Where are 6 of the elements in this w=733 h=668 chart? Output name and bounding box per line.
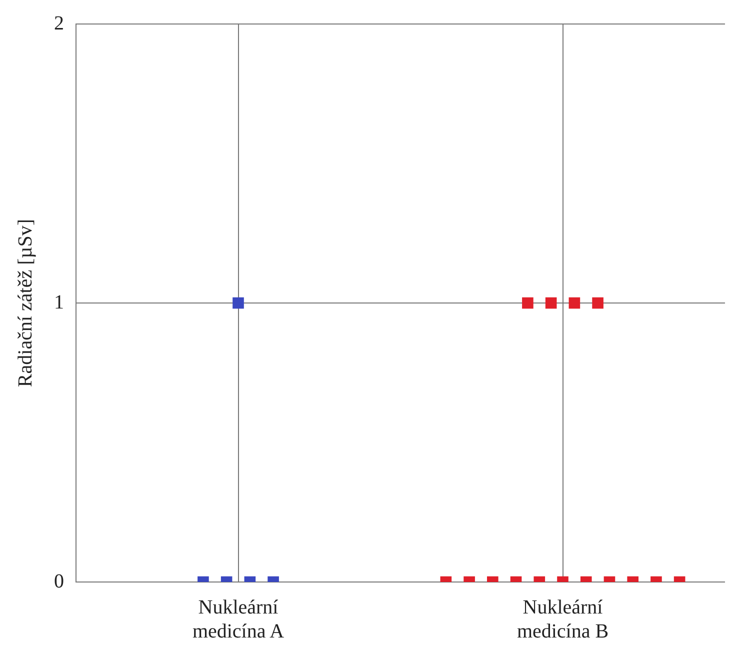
x-tick-label: Nukleární medicína B — [516, 596, 609, 642]
y-axis-title: Radiační zátěž [µSv] — [14, 218, 36, 388]
y-tick-label: 0 — [54, 570, 64, 592]
y-tick-label: 2 — [54, 12, 64, 34]
x-tick-label: Nukleární medicína A — [192, 596, 285, 642]
y-tick-label: 1 — [54, 291, 64, 314]
